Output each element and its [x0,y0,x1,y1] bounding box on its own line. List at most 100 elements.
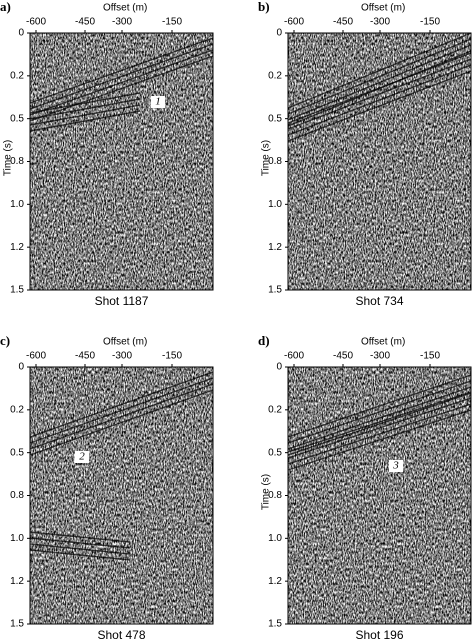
seismic-event [287,44,472,121]
y-tick-label: 1.2 [10,576,24,587]
panel-label: a) [0,0,11,14]
y-tick-label: 1.0 [10,533,24,544]
seismic-event [29,389,214,456]
seismic-event [29,531,131,543]
x-tick-label: -300 [112,17,132,28]
x-tick-label: -600 [284,17,304,28]
x-tick-label: -450 [75,17,95,28]
y-tick-label: 1.5 [10,285,24,296]
x-tick-label: -150 [420,17,440,28]
annotation: 1 [155,96,161,108]
y-tick-label: 1.0 [268,199,282,210]
seismic-event [287,58,472,130]
caption: Shot 1187 [95,294,149,308]
y-tick-label: 1.5 [10,619,24,630]
x-tick-label: -450 [75,351,95,362]
y-tick-label: 1.2 [268,576,282,587]
y-tick-label: 0.5 [268,447,282,458]
y-tick-label: 1.5 [268,285,282,296]
panel: a) Offset (m) -600 -450 -300 -150 0 0.2 0.5 0.8 1.… [0,0,214,308]
panel-label: d) [258,333,270,348]
annotation: 3 [392,460,399,472]
seismic-noise [288,33,471,290]
y-tick-label: 0.2 [268,70,282,81]
seismic-event [287,409,472,471]
y-tick-label: 1.0 [268,533,282,544]
seismic-event [287,64,472,136]
seismic-noise [288,367,471,624]
seismic-event [29,55,214,122]
seismic-event [287,374,472,438]
seismic-event [287,38,472,115]
y-tick-label: 0.5 [268,113,282,124]
y-tick-label: 1.2 [268,242,282,253]
y-tick-label: 0 [276,28,282,39]
y-tick-label: 0.2 [268,404,282,415]
seismic-event [287,70,472,142]
y-axis-title: Time (s) [3,140,14,176]
seismic-event [29,543,131,555]
x-tick-label: -300 [370,351,390,362]
seismic-event [29,549,131,561]
seismic-event [287,392,472,456]
annotation: 2 [79,451,85,463]
panel-label: c) [0,333,10,348]
x-tick-label: -150 [162,351,182,362]
y-tick-label: 0 [276,362,282,373]
caption: Shot 196 [355,628,403,642]
annotation-box [75,451,89,463]
panel-label: b) [258,0,270,14]
y-tick-label: 0.8 [268,156,282,167]
seismic-event [287,391,472,453]
seismic-event [287,397,472,459]
seismic-event [287,386,472,450]
seismic-event [287,380,472,444]
annotation-box [151,96,165,108]
x-axis-title: Offset (m) [361,3,405,14]
y-tick-label: 1.5 [268,619,282,630]
x-tick-label: -150 [162,17,182,28]
y-tick-label: 0 [18,362,24,373]
panel: d) Offset (m) -600 -450 -300 -150 0 0.2 0.5 0.8 1.… [258,333,472,642]
seismic-event [29,98,141,120]
x-tick-label: -150 [420,351,440,362]
caption: Shot 734 [355,294,403,308]
y-tick-label: 0.2 [10,404,24,415]
seismic-event [29,371,214,438]
seismic-event [29,383,214,450]
seismic-event [29,37,214,104]
x-tick-label: -450 [333,351,353,362]
y-axis-title: Time (s) [261,474,272,510]
seismic-noise [30,33,213,290]
y-tick-label: 0.8 [10,156,24,167]
seismic-event [287,403,472,465]
y-tick-label: 0.8 [10,490,24,501]
y-tick-label: 1.0 [10,199,24,210]
y-tick-label: 0 [18,28,24,39]
x-tick-label: -300 [370,17,390,28]
x-tick-label: -600 [26,351,46,362]
x-tick-label: -600 [26,17,46,28]
seismic-event [29,104,141,126]
x-tick-label: -450 [333,17,353,28]
x-tick-label: -600 [284,351,304,362]
y-tick-label: 0.5 [10,447,24,458]
panel: c) Offset (m) -600 -450 -300 -150 0 0.2 0.5 0.8 1.… [0,333,214,642]
y-tick-label: 0.8 [268,490,282,501]
seismic-event [29,49,214,116]
seismic-event [287,52,472,124]
seismic-event [29,537,131,549]
panel: b) Offset (m) -600 -450 -300 -150 0 0.2 0.5 0.8 1.… [258,0,472,308]
x-axis-title: Offset (m) [103,3,147,14]
x-tick-label: -300 [112,351,132,362]
y-axis-title: Time (s) [261,140,272,176]
seismic-event [29,110,141,132]
y-tick-label: 0.2 [10,70,24,81]
seismic-event [287,32,472,109]
seismic-event [29,377,214,444]
y-tick-label: 1.2 [10,242,24,253]
x-axis-title: Offset (m) [103,337,147,348]
seismic-noise [30,367,213,624]
caption: Shot 478 [97,628,145,642]
